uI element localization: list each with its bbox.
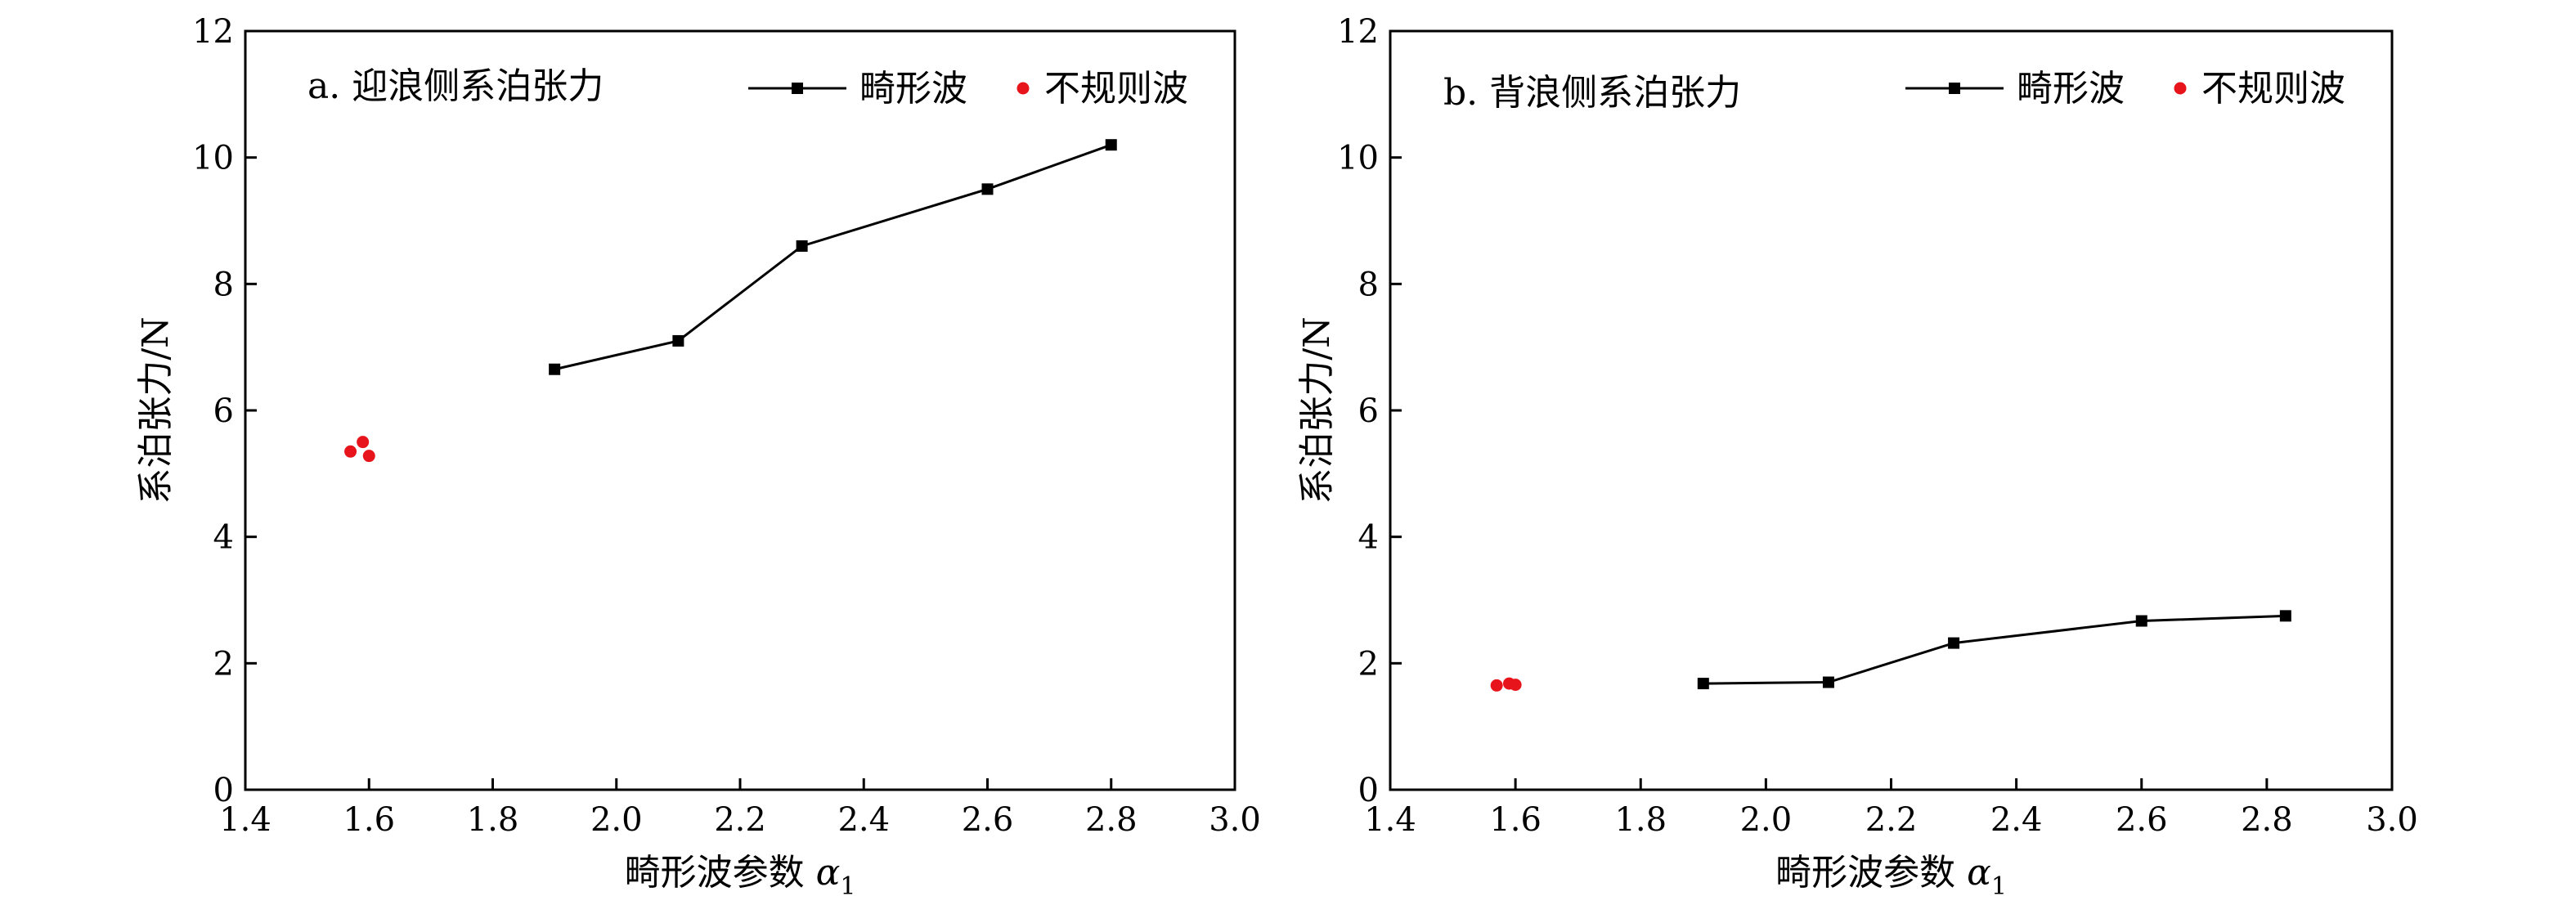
series-irregular-wave <box>1490 677 1522 692</box>
x-tick-label: 2.2 <box>1865 801 1918 839</box>
y-tick-label: 0 <box>213 772 234 809</box>
series-line <box>554 143 1112 371</box>
x-tick-label: 1.8 <box>467 801 519 839</box>
y-tick-label: 6 <box>213 392 234 430</box>
legend-dot-swatch <box>2174 82 2187 95</box>
x-tick-label: 2.0 <box>1740 801 1793 839</box>
y-tick-label: 0 <box>1358 772 1379 809</box>
legend-label-irregular-wave: 不规则波 <box>2201 68 2345 110</box>
x-tick-label: 2.0 <box>590 801 643 839</box>
y-axis-title: 系泊张力/N <box>1296 316 1338 504</box>
data-point-square <box>981 183 994 195</box>
x-tick-label: 1.8 <box>1614 801 1667 839</box>
y-axis-title: 系泊张力/N <box>135 316 177 504</box>
data-point-dot <box>362 450 375 463</box>
data-point-square <box>2135 615 2147 627</box>
x-tick-label: 2.8 <box>1085 801 1138 839</box>
data-point-square <box>549 363 561 375</box>
plot-frame <box>244 29 1236 791</box>
x-axis-title-symbol: α <box>1967 852 1991 894</box>
chart-panel-a: 1.4 1.6 1.8 2.0 2.2 2.4 2.6 2.8 3.0 0 2 4 6 8 10 12 系泊张力… <box>135 13 1261 901</box>
legend: 畸形波 不规则波 <box>748 68 1188 110</box>
series-freak-wave <box>1697 610 2291 690</box>
y-tick-label: 6 <box>1358 392 1379 430</box>
legend-square-swatch <box>1949 83 1960 94</box>
x-axis-title-subscript: 1 <box>840 872 855 901</box>
panel-title: b. 背浪侧系泊张力 <box>1443 72 1741 114</box>
legend-label-irregular-wave: 不规则波 <box>1044 68 1188 110</box>
data-point-dot <box>1509 679 1522 692</box>
y-tick-label: 2 <box>1358 645 1379 683</box>
x-tick-label: 2.4 <box>1990 801 2043 839</box>
panel-title: a. 迎浪侧系泊张力 <box>307 65 604 107</box>
series-line <box>1703 614 2286 685</box>
y-tick-label: 10 <box>192 140 234 177</box>
x-tick-label: 1.6 <box>1489 801 1542 839</box>
legend-square-swatch <box>792 83 803 94</box>
y-tick-label: 4 <box>1358 519 1379 557</box>
data-point-square <box>1948 637 1960 649</box>
x-tick-label: 2.6 <box>962 801 1014 839</box>
x-axis-title-symbol: α <box>816 852 841 894</box>
x-tick-label: 1.4 <box>219 801 272 839</box>
legend-label-freak-wave: 畸形波 <box>859 68 967 110</box>
legend-label-freak-wave: 畸形波 <box>2017 68 2125 110</box>
data-point-dot <box>357 436 370 449</box>
x-tick-label: 3.0 <box>2366 801 2418 839</box>
data-point-square <box>1822 676 1834 688</box>
series-freak-wave <box>549 139 1117 375</box>
x-tick-label: 1.6 <box>343 801 395 839</box>
x-tick-label: 2.4 <box>837 801 890 839</box>
data-point-square <box>796 240 808 252</box>
y-tick-label: 8 <box>1358 266 1379 303</box>
legend: 畸形波 不规则波 <box>1905 68 2345 110</box>
data-point-dot <box>1490 679 1503 692</box>
x-tick-label: 2.6 <box>2116 801 2168 839</box>
data-point-square <box>1697 678 1709 690</box>
x-tick-label: 3.0 <box>1209 801 1261 839</box>
x-axis-title: 畸形波参数 α1 <box>1775 852 2007 901</box>
data-point-square <box>672 334 684 347</box>
x-axis-title-subscript: 1 <box>1991 872 2007 901</box>
y-tick-label: 4 <box>213 519 234 557</box>
y-tick-label: 8 <box>213 266 234 303</box>
y-tick-label: 12 <box>192 13 234 51</box>
series-irregular-wave <box>344 436 375 463</box>
x-axis-title: 畸形波参数 α1 <box>625 852 856 901</box>
x-axis-title-main: 畸形波参数 <box>1775 852 1967 894</box>
data-point-square <box>2279 610 2291 622</box>
plot-frame <box>1389 29 2394 791</box>
x-tick-label: 2.2 <box>714 801 766 839</box>
y-tick-label: 10 <box>1337 140 1379 177</box>
chart-panel-b: 1.4 1.6 1.8 2.0 2.2 2.4 2.6 2.8 3.0 0 2 4 6 8 10 12 系泊张力… <box>1296 13 2418 901</box>
y-tick-label: 2 <box>213 645 234 683</box>
data-point-square <box>1105 139 1117 151</box>
legend-dot-swatch <box>1016 82 1030 95</box>
y-tick-label: 12 <box>1337 13 1379 51</box>
x-tick-label: 1.4 <box>1364 801 1416 839</box>
x-axis-title-main: 畸形波参数 <box>625 852 816 894</box>
x-tick-label: 2.8 <box>2241 801 2293 839</box>
data-point-dot <box>344 445 357 458</box>
